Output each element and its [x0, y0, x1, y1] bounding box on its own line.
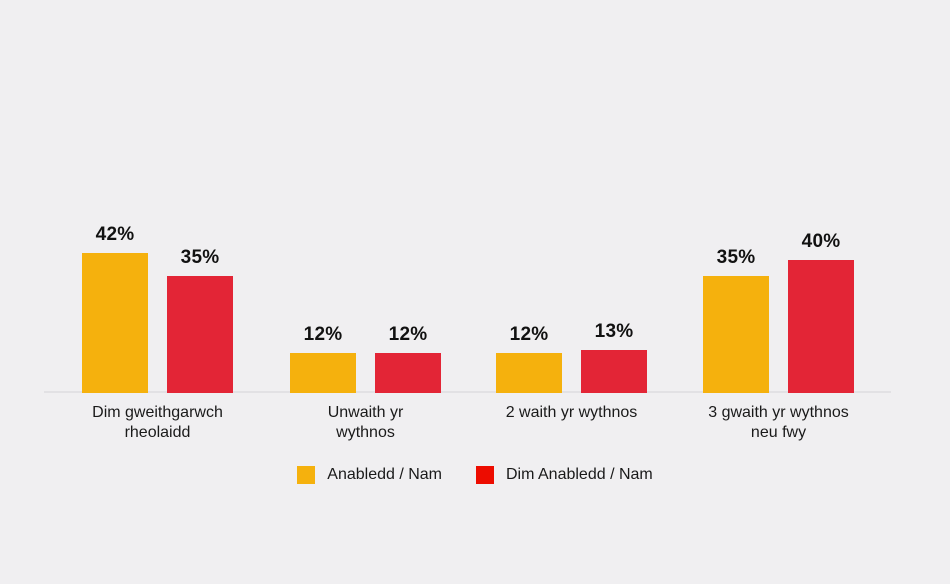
value-label: 35%	[716, 247, 756, 268]
bar-dim-anabledd-nam	[788, 260, 854, 393]
value-label: 42%	[95, 224, 135, 245]
bar-dim-anabledd-nam	[375, 353, 441, 393]
bar-pair: 35% 40%	[703, 232, 854, 393]
bar-pair: 12% 12%	[290, 325, 441, 393]
value-label: 12%	[509, 324, 549, 345]
bar-anabledd-nam	[290, 353, 356, 393]
bar-column: 12%	[290, 325, 356, 393]
bar-anabledd-nam	[82, 253, 148, 393]
category-label: 2 waith yr wythnos	[505, 404, 638, 421]
category-label: Unwaith yr wythnos	[327, 404, 404, 441]
category-label: Dim gweithgarwch rheolaidd	[92, 404, 223, 441]
legend-swatch-orange-icon	[297, 466, 316, 484]
bar-anabledd-nam	[496, 353, 562, 393]
category-label: 3 gwaith yr wythnos neu fwy	[708, 404, 849, 441]
bar-group-dim-gweithgarwch: 42% 35% Dim gweithgarwch rheolaidd	[82, 0, 233, 584]
legend-label: Anabledd / Nam	[327, 466, 442, 483]
value-label: 12%	[303, 324, 343, 345]
bar-column: 13%	[581, 322, 647, 393]
bar-column: 35%	[703, 248, 769, 393]
bar-pair: 12% 13%	[496, 322, 647, 393]
bar-dim-anabledd-nam	[167, 276, 233, 393]
x-axis-line	[44, 391, 891, 393]
bar-dim-anabledd-nam	[581, 350, 647, 393]
bar-column: 42%	[82, 225, 148, 393]
legend-swatch-red-icon	[476, 466, 494, 484]
value-label: 13%	[594, 321, 634, 342]
value-label: 12%	[388, 324, 428, 345]
legend-item-dim-anabledd-nam: Dim Anabledd / Nam	[476, 466, 653, 484]
bar-column: 35%	[167, 248, 233, 393]
value-label: 35%	[180, 247, 220, 268]
legend: Anabledd / Nam Dim Anabledd / Nam	[0, 466, 950, 484]
bar-column: 40%	[788, 232, 854, 393]
bar-group-2-waith: 12% 13% 2 waith yr wythnos	[496, 0, 647, 584]
bar-anabledd-nam	[703, 276, 769, 393]
bar-column: 12%	[496, 325, 562, 393]
legend-item-anabledd-nam: Anabledd / Nam	[297, 466, 442, 484]
bar-group-3-gwaith: 35% 40% 3 gwaith yr wythnos neu fwy	[703, 0, 854, 584]
bar-column: 12%	[375, 325, 441, 393]
legend-label: Dim Anabledd / Nam	[506, 466, 653, 483]
bar-pair: 42% 35%	[82, 225, 233, 393]
value-label: 40%	[801, 231, 841, 252]
bar-group-unwaith: 12% 12% Unwaith yr wythnos	[290, 0, 441, 584]
